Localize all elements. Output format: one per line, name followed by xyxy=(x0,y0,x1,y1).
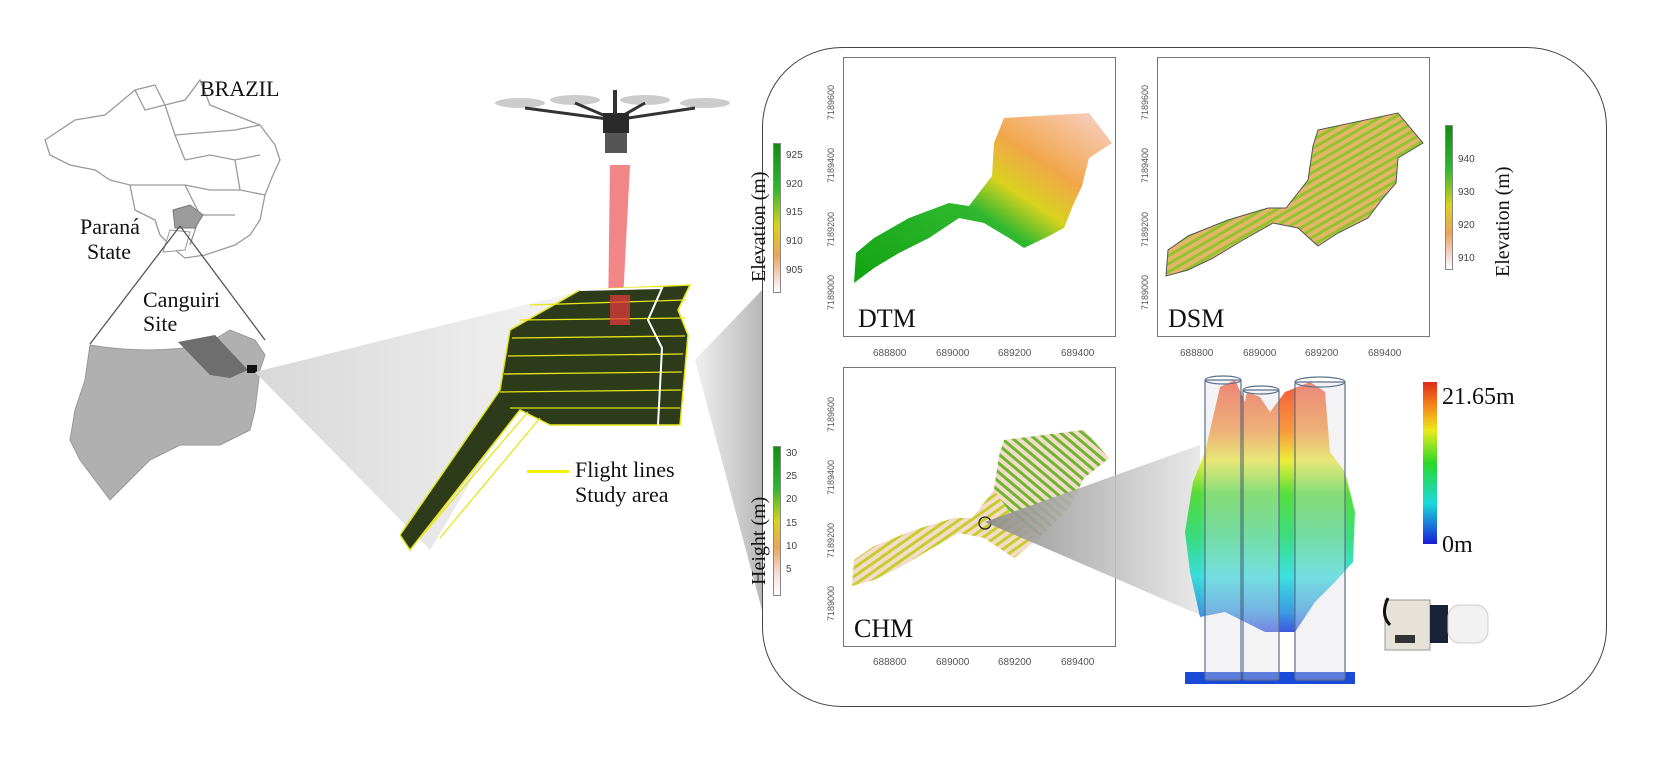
dtm-legend-tick: 915 xyxy=(786,207,803,218)
flight-lines-swatch xyxy=(527,470,569,473)
dtm-legend-tick: 910 xyxy=(786,236,803,247)
dtm-ytick: 7189600 xyxy=(826,84,836,120)
ground-points xyxy=(1185,672,1355,684)
dtm-xtick: 689400 xyxy=(1061,348,1095,359)
dsm-legend-tick: 920 xyxy=(1458,220,1475,231)
chm-tag: CHM xyxy=(854,614,914,643)
dsm-xtick: 688800 xyxy=(1180,348,1214,359)
state-label-line2: State xyxy=(87,239,131,264)
dsm-legend-tick: 930 xyxy=(1458,187,1475,198)
zoom-lines xyxy=(89,225,266,345)
dtm-ytick: 7189400 xyxy=(826,147,836,183)
dsm-ytick: 7189000 xyxy=(1140,274,1150,310)
dsm-tag: DSM xyxy=(1168,304,1225,333)
lidar-sensor-icon xyxy=(1383,597,1489,651)
dtm-raster xyxy=(854,113,1112,283)
site-label-line2: Site xyxy=(143,311,178,336)
dsm-plot: DSM xyxy=(1157,57,1430,337)
chm-legend-tick: 30 xyxy=(786,448,798,459)
chm-colorbar xyxy=(773,446,781,596)
dtm-tag: DTM xyxy=(858,304,916,333)
parana-state-highlight xyxy=(172,204,204,229)
state-label-line1: Paraná xyxy=(80,214,140,239)
dtm-xtick: 689000 xyxy=(936,348,970,359)
site-label-line1: Canguiri xyxy=(143,287,220,312)
dtm-legend-tick: 925 xyxy=(786,150,803,161)
dsm-raster xyxy=(1165,112,1424,277)
legend-study-area: Study area xyxy=(575,482,669,507)
dsm-xtick: 689000 xyxy=(1243,348,1277,359)
results-panel-frame xyxy=(762,47,1607,707)
chm-legend-tick: 15 xyxy=(786,518,798,529)
dtm-legend-title: Elevation (m) xyxy=(748,171,770,282)
scale-max-label: 21.65m xyxy=(1442,384,1515,410)
chm-ytick: 7189600 xyxy=(826,396,836,432)
chm-legend-tick: 25 xyxy=(786,471,798,482)
lidar-point-cloud xyxy=(1185,375,1355,684)
dtm-xtick: 689200 xyxy=(998,348,1032,359)
height-colorbar xyxy=(1423,382,1437,544)
dsm-ytick: 7189600 xyxy=(1140,84,1150,120)
dtm-legend-tick: 905 xyxy=(786,265,803,276)
chm-xtick: 689200 xyxy=(998,657,1032,668)
dtm-colorbar xyxy=(773,143,781,293)
dsm-legend-tick: 910 xyxy=(1458,253,1475,264)
brazil-outline-map xyxy=(44,78,281,259)
dtm-legend-tick: 920 xyxy=(786,179,803,190)
chm-xtick: 688800 xyxy=(873,657,907,668)
legend-flight-lines: Flight lines xyxy=(575,457,675,482)
dtm-ytick: 7189000 xyxy=(826,274,836,310)
chm-ytick: 7189000 xyxy=(826,585,836,621)
drone-icon xyxy=(495,90,730,153)
dtm-plot: DTM xyxy=(843,57,1116,337)
dsm-legend-tick: 940 xyxy=(1458,154,1475,165)
site-marker xyxy=(247,365,257,373)
chm-legend-tick: 20 xyxy=(786,494,798,505)
chm-xtick: 689000 xyxy=(936,657,970,668)
chm-legend-tick: 5 xyxy=(786,564,792,575)
canguiri-site-region xyxy=(178,335,248,378)
lidar-beam xyxy=(608,165,630,320)
chm-xtick: 689400 xyxy=(1061,657,1095,668)
projection-cone xyxy=(255,290,762,610)
dsm-ytick: 7189200 xyxy=(1140,211,1150,247)
chm-legend-title: Height (m) xyxy=(748,496,770,585)
country-label: BRAZIL xyxy=(200,76,280,101)
chm-ytick: 7189200 xyxy=(826,522,836,558)
dsm-xtick: 689200 xyxy=(1305,348,1339,359)
dsm-colorbar xyxy=(1445,125,1453,270)
point-cloud-zoom-cone xyxy=(985,445,1200,615)
flight-area xyxy=(400,165,692,552)
dtm-ytick: 7189200 xyxy=(826,211,836,247)
chm-legend-tick: 10 xyxy=(786,541,798,552)
parana-state-map xyxy=(69,329,266,501)
dtm-xtick: 688800 xyxy=(873,348,907,359)
dsm-xtick: 689400 xyxy=(1368,348,1402,359)
dsm-legend-title: Elevation (m) xyxy=(1492,166,1514,277)
chm-ytick: 7189400 xyxy=(826,459,836,495)
scale-min-label: 0m xyxy=(1442,532,1473,558)
dsm-ytick: 7189400 xyxy=(1140,147,1150,183)
